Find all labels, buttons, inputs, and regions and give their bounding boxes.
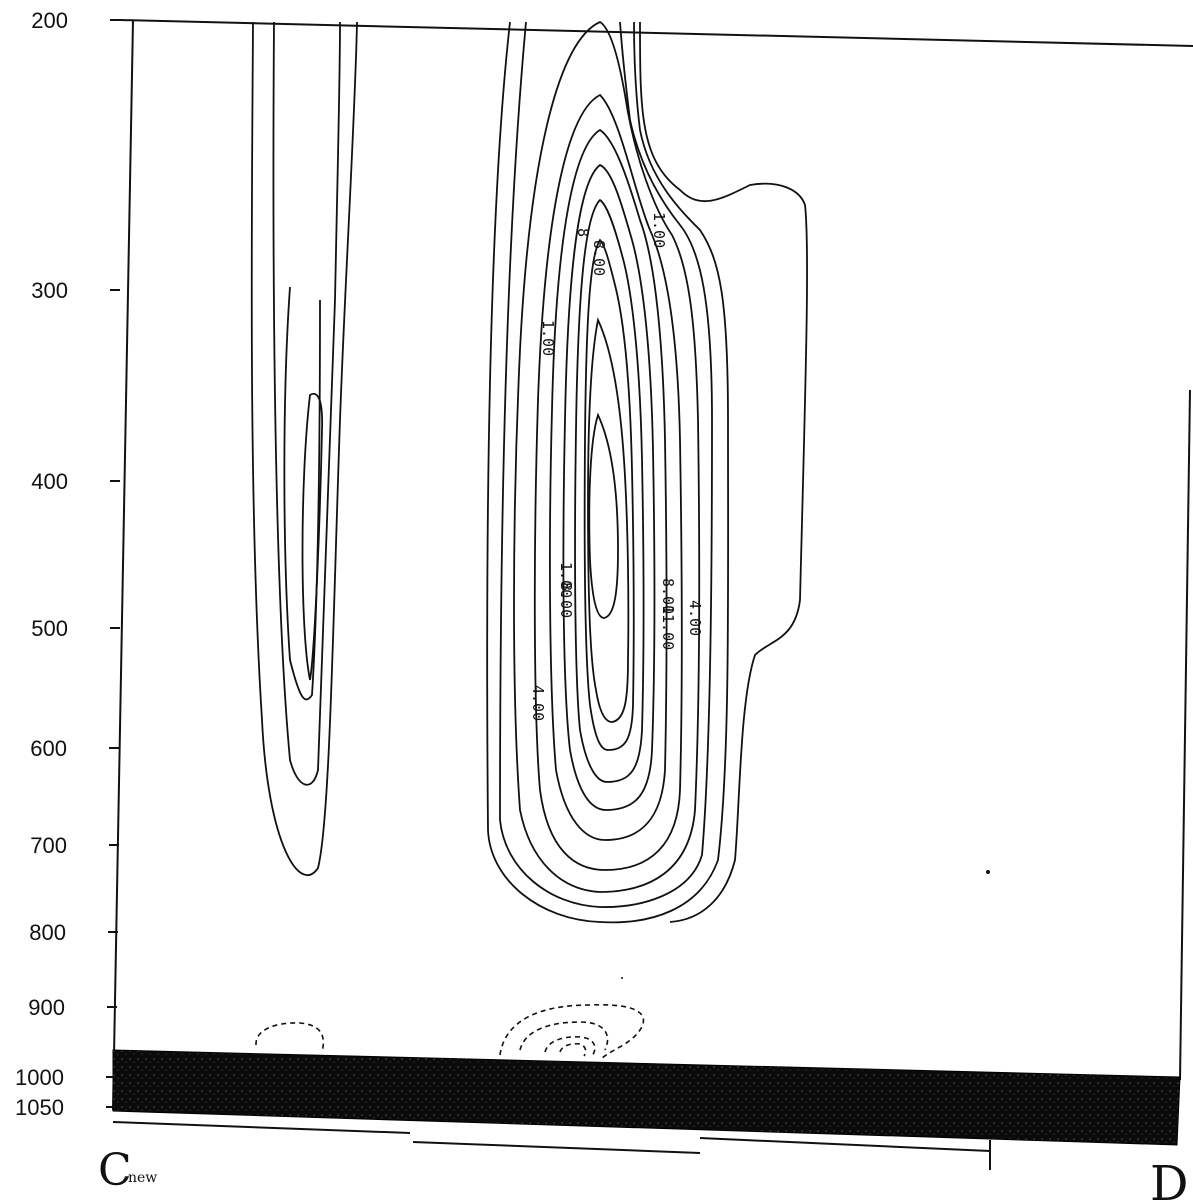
main-contours (486, 20, 808, 924)
y-tick-label: 600 (30, 736, 67, 761)
dashed-main-3 (544, 1036, 596, 1057)
main-contour-5 (549, 128, 668, 841)
frame-right (1179, 389, 1191, 1081)
y-axis: 200 300 400 500 600 700 800 900 1000 1050 (15, 8, 120, 1120)
main-contour-2 (499, 21, 713, 908)
dashed-contours (255, 1004, 645, 1061)
y-tick-label: 700 (30, 833, 67, 858)
main-contour-8 (583, 238, 635, 751)
ref-line-3 (699, 1137, 991, 1152)
y-tick-label: 900 (28, 995, 65, 1020)
y-tick-label: 800 (29, 920, 66, 945)
frame-left (112, 19, 134, 1111)
scan-dot-1 (986, 870, 990, 874)
dashed-left (255, 1022, 325, 1053)
left-outer-contour (250, 21, 358, 876)
main-contour-7 (574, 198, 645, 783)
contour-label-10: 4.00 (529, 685, 547, 721)
y-tick-label: 1000 (15, 1065, 64, 1090)
ground-band (112, 1049, 1181, 1146)
y-tick-label: 1050 (15, 1095, 64, 1120)
endpoint-left-label: C (98, 1145, 132, 1196)
contour-labels: 1.00 8 8.00 1.00 1.00 8.00 8.00 11.00 4.… (529, 212, 704, 721)
left-contour-4 (301, 392, 323, 681)
dashed-main-4 (559, 1042, 587, 1057)
y-tick-label: 400 (31, 469, 68, 494)
dashed-main-2 (519, 1021, 609, 1051)
dashed-main-outer (499, 1004, 645, 1061)
contour-label-6: 8.00 (557, 582, 575, 618)
main-contour-4 (533, 93, 683, 871)
frame-top (119, 19, 1193, 47)
contour-label-4: 1.00 (650, 212, 668, 248)
bottom-reference-lines (112, 1121, 991, 1170)
y-tick-label: 200 (31, 8, 68, 33)
contour-label-8: 11.00 (659, 605, 677, 650)
left-contours (250, 21, 358, 876)
contour-label-5: 1.00 (557, 562, 575, 598)
left-contour-3 (283, 286, 321, 701)
main-contour-3 (513, 20, 701, 893)
left-contour-2 (272, 21, 341, 786)
main-contour-6 (562, 163, 656, 811)
endpoint-left-subscript: new (128, 1170, 157, 1186)
endpoint-right-label: D (1150, 1156, 1188, 1203)
main-contour-10 (588, 412, 619, 619)
scan-dot-2 (621, 977, 623, 979)
main-contour-9 (587, 317, 630, 723)
y-tick-label: 500 (31, 616, 68, 641)
plot-frame (112, 19, 1193, 1111)
outer-lobe-contour (639, 21, 808, 923)
contour-label-3: 8.00 (590, 240, 608, 276)
main-contour-1 (486, 21, 730, 924)
ref-line-2 (412, 1141, 701, 1154)
contour-label-9: 4.00 (686, 600, 704, 636)
contour-label-1: 1.00 (539, 320, 557, 356)
contour-label-2: 8 (574, 228, 592, 237)
contour-label-7: 8.00 (659, 578, 677, 614)
y-tick-label: 300 (31, 278, 68, 303)
ref-line-1 (112, 1121, 411, 1134)
